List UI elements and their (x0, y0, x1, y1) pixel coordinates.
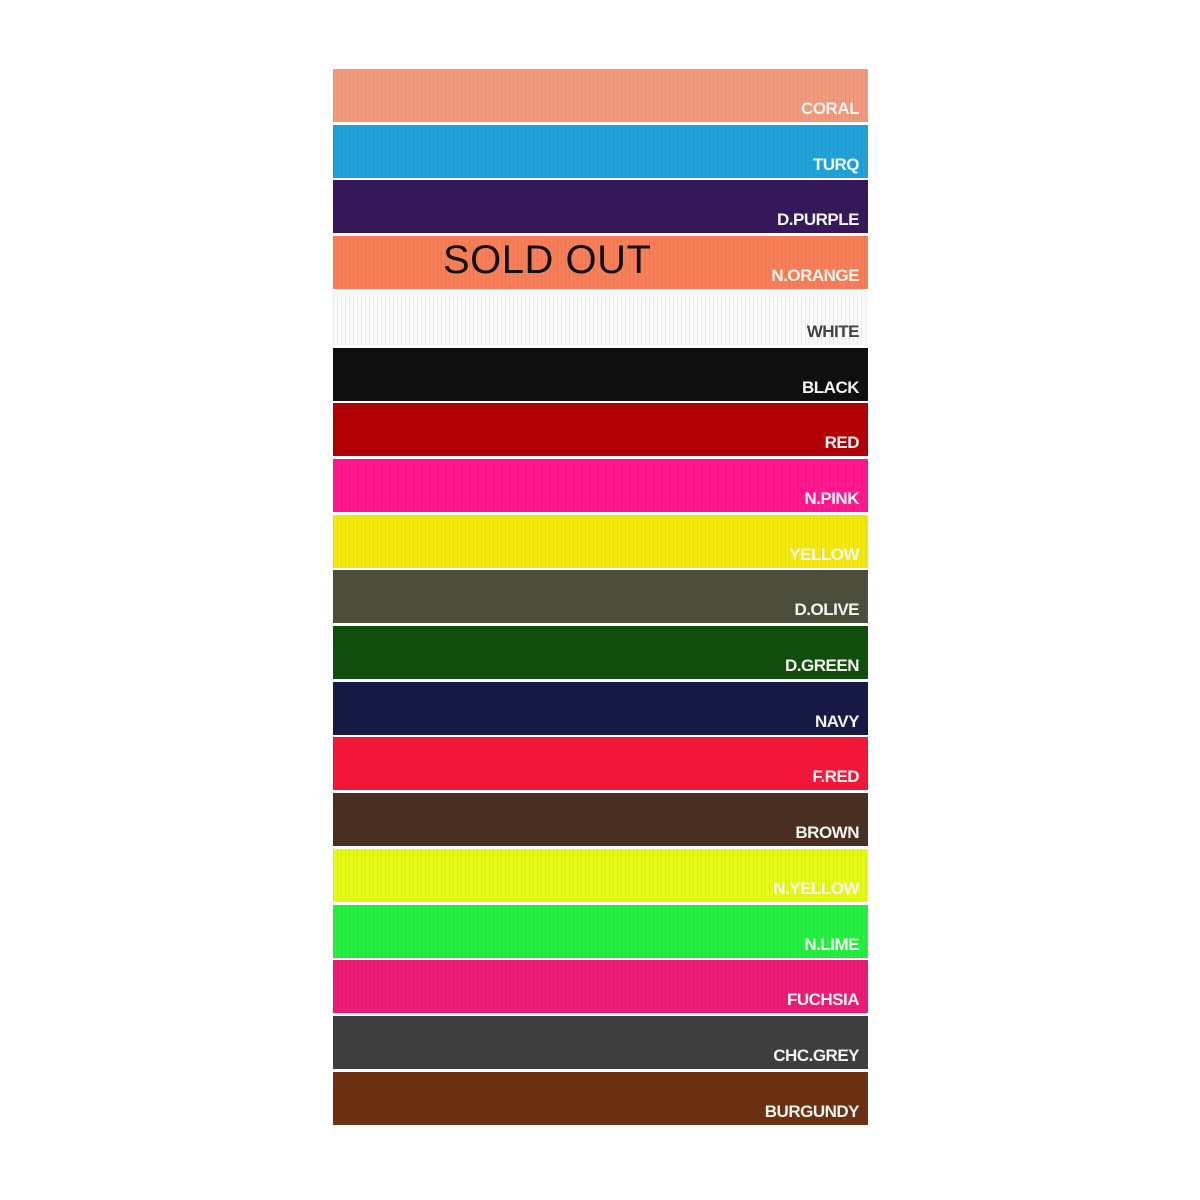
color-swatch-coral: CORAL (333, 69, 868, 122)
swatch-label: FUCHSIA (786, 990, 860, 1010)
swatch-label: CHC.GREY (773, 1045, 859, 1065)
swatch-label: N.PINK (804, 488, 859, 508)
color-swatch-turq: TURQ (333, 124, 868, 178)
color-swatch-white: WHITE (333, 291, 868, 345)
color-swatch-yellow: YELLOW (333, 514, 868, 568)
color-swatch-n-yellow: N.YELLOW (333, 848, 868, 902)
color-swatch-n-lime: N.LIME (333, 904, 868, 958)
sold-out-badge: SOLD OUT (443, 238, 652, 283)
swatch-label: CORAL (801, 99, 859, 118)
color-swatch-black: BLACK (333, 347, 868, 401)
swatch-label: D.PURPLE (777, 210, 859, 230)
color-swatch-chc-grey: CHC.GREY (333, 1015, 868, 1069)
color-swatch-n-pink: N.PINK (333, 458, 868, 512)
color-swatch-chart: CORAL TURQ D.PURPLE N.ORANGE SOLD OUT WHITE BL… (333, 0, 868, 1200)
swatch-label: N.YELLOW (773, 878, 859, 898)
color-swatch-d-green: D.GREEN (333, 626, 868, 679)
swatch-label: BROWN (795, 823, 859, 843)
color-swatch-f-red: F.RED (333, 737, 868, 791)
color-swatch-navy: NAVY (333, 681, 868, 735)
color-swatch-red: RED (333, 403, 868, 457)
swatch-label: WHITE (806, 321, 860, 341)
swatch-label: N.LIME (804, 934, 859, 954)
swatch-label: YELLOW (789, 544, 859, 564)
swatch-label: RED (824, 433, 860, 453)
color-swatch-fuchsia: FUCHSIA (333, 960, 868, 1014)
color-swatch-n-orange: N.ORANGE SOLD OUT (333, 236, 868, 290)
swatch-label: N.ORANGE (771, 266, 859, 286)
color-swatch-burgundy: BURGUNDY (333, 1071, 868, 1125)
color-swatch-d-purple: D.PURPLE (333, 180, 868, 234)
swatch-label: BLACK (802, 377, 860, 397)
swatch-label: BURGUNDY (764, 1101, 860, 1121)
swatch-label: D.OLIVE (794, 600, 859, 620)
swatch-label: TURQ (812, 154, 860, 174)
swatch-label: F.RED (812, 767, 859, 787)
color-swatch-brown: BROWN (333, 793, 868, 847)
swatch-label: D.GREEN (785, 656, 859, 675)
color-swatch-d-olive: D.OLIVE (333, 570, 868, 624)
swatch-label: NAVY (815, 711, 859, 731)
